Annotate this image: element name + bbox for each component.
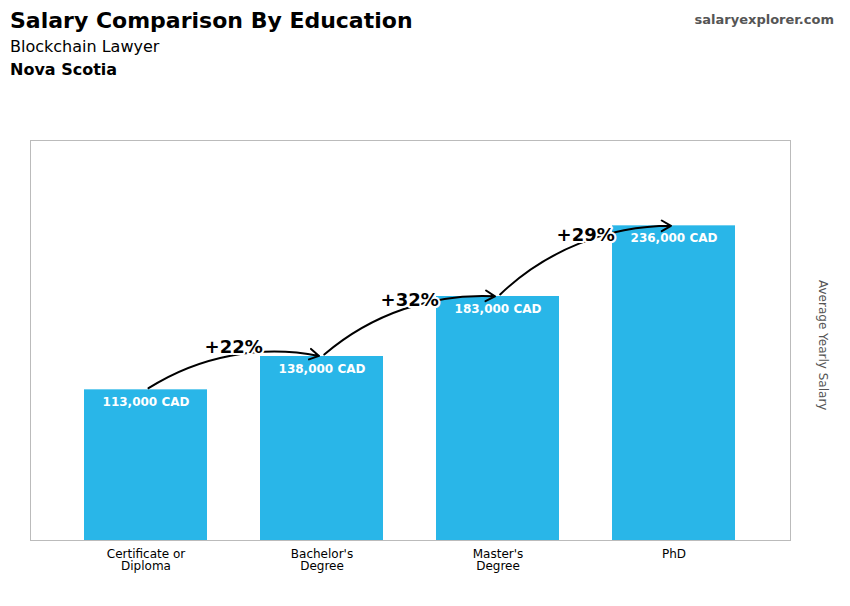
svg-text:113,000 CAD: 113,000 CAD — [103, 395, 190, 409]
svg-text:+29%: +29% — [557, 224, 615, 245]
html-text:Nova Scotia: Nova Scotia — [10, 60, 118, 79]
svg-text:PhD: PhD — [662, 547, 686, 561]
svg-text:236,000 CAD: 236,000 CAD — [631, 231, 718, 245]
html-text:Salary Comparison By Education: Salary Comparison By Education — [10, 8, 413, 33]
html-text:Average Yearly Salary: Average Yearly Salary — [816, 279, 830, 411]
svg-text:Certificate orDiploma: Certificate orDiploma — [107, 547, 185, 573]
html-text:salaryexplorer.com: salaryexplorer.com — [694, 12, 834, 27]
svg-text:183,000 CAD: 183,000 CAD — [455, 302, 542, 316]
svg-text:Bachelor'sDegree: Bachelor'sDegree — [291, 547, 353, 573]
svg-text:+22%: +22% — [205, 336, 263, 357]
svg-text:138,000 CAD: 138,000 CAD — [279, 362, 366, 376]
svg-text:Master'sDegree: Master'sDegree — [473, 547, 524, 573]
svg-text:+32%: +32% — [381, 289, 439, 310]
html-text:Blockchain Lawyer: Blockchain Lawyer — [10, 37, 160, 56]
